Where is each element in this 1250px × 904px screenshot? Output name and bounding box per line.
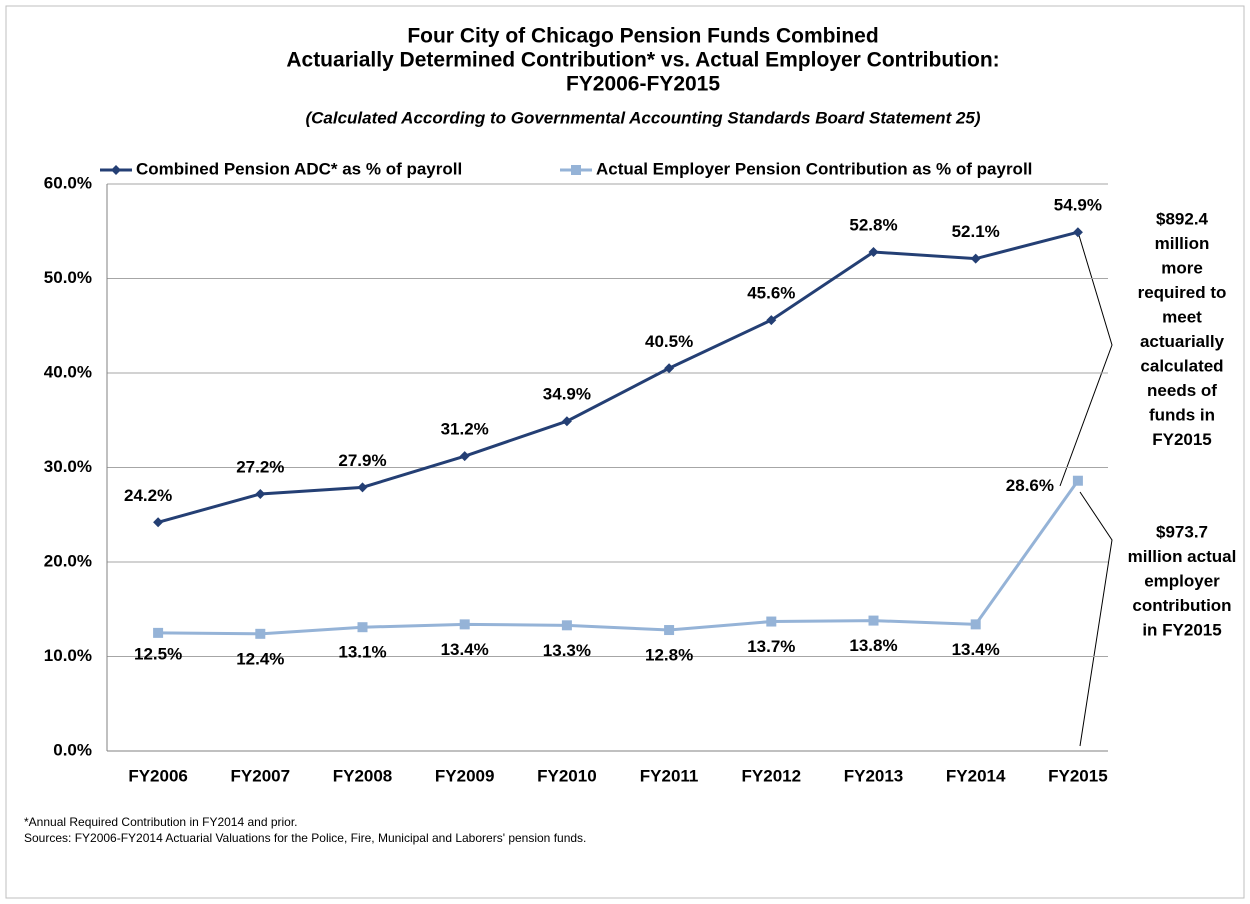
data-label: 13.8% (849, 636, 897, 655)
y-tick-label: 20.0% (44, 551, 92, 570)
data-point (970, 253, 981, 264)
data-label: 27.9% (338, 451, 386, 470)
footnote: Sources: FY2006-FY2014 Actuarial Valuati… (24, 831, 586, 845)
data-label: 27.2% (236, 457, 284, 476)
data-label: 13.1% (338, 643, 386, 662)
data-point (561, 620, 572, 631)
chart-title: FY2006-FY2015 (566, 73, 720, 96)
annotation: employer (1144, 571, 1220, 590)
data-label: 28.6% (1006, 476, 1054, 495)
annotation: funds in (1149, 405, 1215, 424)
annotation: meet (1162, 307, 1202, 326)
y-tick-label: 60.0% (44, 173, 92, 192)
data-point (664, 625, 675, 636)
data-point (766, 315, 777, 326)
x-tick-label: FY2014 (946, 766, 1006, 785)
legend-marker (111, 165, 121, 175)
data-point (1072, 475, 1083, 486)
footnote: *Annual Required Contribution in FY2014 … (24, 815, 298, 829)
data-label: 54.9% (1054, 196, 1102, 215)
annotation: in FY2015 (1142, 620, 1221, 639)
data-label: 13.4% (441, 640, 489, 659)
data-label: 12.5% (134, 644, 182, 663)
data-label: 12.8% (645, 646, 693, 665)
data-point (459, 451, 470, 462)
data-point (153, 627, 164, 638)
data-label: 12.4% (236, 649, 284, 668)
data-label: 45.6% (747, 284, 795, 303)
annotation: $892.4 (1156, 209, 1209, 228)
data-point (561, 416, 572, 427)
data-label: 40.5% (645, 332, 693, 351)
data-point (970, 619, 981, 630)
series-line (158, 479, 1080, 636)
annotation: required to (1138, 283, 1227, 302)
y-tick-label: 40.0% (44, 362, 92, 381)
x-tick-label: FY2010 (537, 766, 597, 785)
data-label: 13.7% (747, 637, 795, 656)
leader-line (1079, 491, 1113, 747)
legend-marker (571, 165, 581, 175)
data-point (357, 622, 368, 633)
x-tick-label: FY2011 (640, 766, 699, 785)
data-point (255, 488, 266, 499)
leader-line (1059, 231, 1113, 487)
annotation: contribution (1132, 596, 1231, 615)
x-tick-label: FY2008 (333, 766, 393, 785)
series-line (157, 230, 1079, 524)
data-label: 31.2% (441, 420, 489, 439)
legend-label: Combined Pension ADC* as % of payroll (136, 159, 462, 178)
data-label: 13.4% (952, 640, 1000, 659)
annotation: million actual (1128, 547, 1237, 566)
data-point (664, 363, 675, 374)
data-point (868, 615, 879, 626)
data-point (868, 247, 879, 258)
chart-frame (5, 5, 1245, 899)
data-point (153, 517, 164, 528)
data-point (1072, 227, 1083, 238)
annotation: million (1155, 234, 1210, 253)
annotation: calculated (1140, 356, 1223, 375)
data-label: 52.8% (849, 216, 897, 235)
annotation: more (1161, 258, 1203, 277)
legend-label: Actual Employer Pension Contribution as … (596, 159, 1032, 178)
annotation: FY2015 (1152, 430, 1212, 449)
x-tick-label: FY2007 (231, 766, 291, 785)
annotation: actuarially (1140, 332, 1225, 351)
data-label: 13.3% (543, 641, 591, 660)
data-label: 52.1% (952, 222, 1000, 241)
x-tick-label: FY2013 (844, 766, 904, 785)
y-tick-label: 0.0% (53, 740, 92, 759)
data-point (357, 482, 368, 493)
x-tick-label: FY2006 (128, 766, 188, 785)
chart-subtitle: (Calculated According to Governmental Ac… (305, 108, 980, 127)
y-tick-label: 50.0% (44, 268, 92, 287)
data-point (459, 619, 470, 630)
y-tick-label: 30.0% (44, 457, 92, 476)
data-point (766, 616, 777, 627)
chart-title: Four City of Chicago Pension Funds Combi… (407, 25, 878, 48)
annotation: needs of (1147, 381, 1217, 400)
data-label: 24.2% (124, 486, 172, 505)
y-tick-label: 10.0% (44, 646, 92, 665)
x-tick-label: FY2015 (1048, 766, 1108, 785)
annotation: $973.7 (1156, 522, 1208, 541)
data-label: 34.9% (543, 385, 591, 404)
x-tick-label: FY2009 (435, 766, 495, 785)
x-tick-label: FY2012 (742, 766, 802, 785)
data-point (255, 628, 266, 639)
chart-title: Actuarially Determined Contribution* vs.… (286, 49, 999, 72)
